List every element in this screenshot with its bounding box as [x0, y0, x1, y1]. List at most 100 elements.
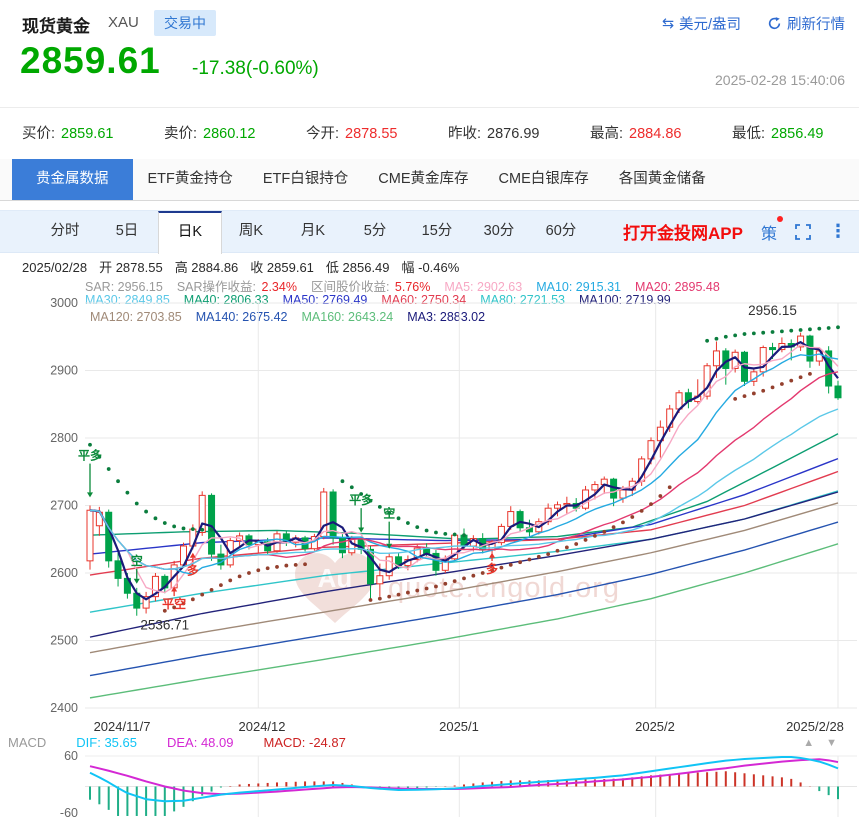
data-tab-2[interactable]: ETF黄金持仓	[147, 171, 233, 187]
quote-summary-row: 买价: 2859.61 卖价: 2860.12 今开: 2878.55 昨收: 2876.99…	[22, 122, 859, 143]
sar-dot	[181, 601, 186, 606]
sar-dot	[649, 502, 653, 507]
legend-item: DIF: 35.65	[76, 735, 137, 750]
sar-dot	[462, 576, 466, 581]
ma-line-MA10	[89, 353, 839, 575]
legend-item: 低 2856.49	[325, 260, 390, 275]
sar-dot	[237, 574, 242, 579]
sar-dot	[415, 525, 420, 529]
x-axis-label: 2025/1	[439, 719, 479, 734]
legend-item: 收 2859.61	[250, 260, 314, 275]
legend-item: SAR操作收益:	[176, 280, 260, 294]
unit-toggle-button[interactable]: ⇆ 美元/盎司	[662, 13, 741, 34]
legend-item: 2.34%	[261, 280, 297, 294]
period-tab-5日[interactable]: 5日	[115, 223, 139, 239]
fullscreen-button[interactable]	[795, 223, 811, 240]
data-tab-4[interactable]: CME黄金库存	[378, 171, 469, 187]
legend-item: MA160: 2643.24	[301, 310, 394, 324]
period-tab-周K[interactable]: 周K	[238, 223, 264, 239]
data-tab-1[interactable]: 贵金属数据	[12, 159, 133, 200]
legend-item: MA120: 2703.85	[90, 310, 182, 324]
sar-dot	[256, 568, 261, 573]
sar-dot	[293, 563, 298, 567]
sar-dot	[508, 563, 513, 567]
period-tab-60分[interactable]: 60分	[545, 223, 577, 239]
sar-dot	[200, 527, 205, 532]
sar-dot	[153, 516, 158, 521]
sar-dot	[733, 396, 738, 401]
open-app-link[interactable]: 打开金投网APP	[623, 224, 743, 243]
sar-dot	[247, 571, 251, 575]
sar-dot	[751, 391, 756, 396]
sar-dot	[798, 328, 803, 332]
ohlc-info-line: 2025/02/28 开 2878.55 高 2884.86 收 2859.61 低 2…	[22, 257, 471, 276]
svg-text:2500: 2500	[50, 634, 78, 648]
sar-dot	[368, 598, 373, 602]
period-tab-日K[interactable]: 日K	[158, 211, 222, 254]
quote-field: 买价: 2859.61	[22, 122, 164, 143]
instrument-name: 现货黄金	[22, 17, 90, 36]
sar-dot	[190, 597, 195, 602]
sar-dot	[630, 515, 635, 519]
ma-legend-line3: MA120: 2703.85 MA140: 2675.42 MA160: 2643.…	[90, 310, 499, 324]
period-tab-5分[interactable]: 5分	[363, 223, 387, 239]
sar-dot	[377, 504, 382, 509]
legend-item: SAR: 2956.15	[85, 280, 163, 294]
ma-line-MA140	[89, 521, 839, 677]
sar-dot	[303, 562, 307, 567]
quote-field-label: 昨收:	[448, 126, 482, 142]
sar-dot	[742, 394, 747, 399]
price-change: -17.38(-0.60%)	[192, 58, 319, 79]
ma-line-MA5	[89, 344, 839, 594]
strategy-button[interactable]: 策	[761, 215, 783, 244]
legend-item: DEA: 48.09	[166, 735, 234, 750]
period-tab-分时[interactable]: 分时	[50, 223, 80, 239]
sar-dot	[116, 479, 120, 484]
sar-dot	[443, 581, 448, 586]
sar-dot	[340, 479, 345, 484]
legend-item: 高 2884.86	[174, 260, 239, 275]
sar-dot	[658, 494, 663, 498]
legend-item: MA140: 2675.42	[195, 310, 288, 324]
legend-item: MACD: -24.87	[263, 735, 346, 750]
sar-dot	[209, 587, 214, 592]
sar-dot	[761, 330, 766, 335]
data-tab-5[interactable]: CME白银库存	[498, 171, 589, 187]
quote-field-value: 2884.86	[629, 126, 682, 142]
period-tab-15分[interactable]: 15分	[421, 223, 453, 239]
sar-dot	[434, 530, 438, 535]
sar-dot	[200, 592, 205, 597]
svg-text:2800: 2800	[50, 431, 78, 445]
refresh-icon	[768, 17, 781, 30]
sar-dot	[162, 521, 167, 525]
sar-dot	[611, 525, 616, 529]
sar-dot	[284, 563, 289, 568]
sar-dot	[424, 528, 429, 533]
header-divider	[0, 107, 859, 108]
sar-dot	[144, 509, 149, 514]
legend-item: 区间股价收益:	[310, 280, 393, 294]
sar-dot	[396, 592, 401, 597]
data-tab-6[interactable]: 各国黄金储备	[618, 171, 706, 187]
period-tab-月K[interactable]: 月K	[300, 223, 326, 239]
sar-dot	[349, 485, 354, 490]
sar-dot	[789, 328, 794, 333]
price-label: 2536.71	[140, 618, 189, 633]
legend-item: MACD	[8, 735, 47, 750]
swap-icon: ⇆	[661, 15, 674, 32]
sar-dot	[621, 520, 625, 525]
sar-dot	[452, 532, 457, 537]
more-menu-button[interactable]: ⋮	[829, 221, 847, 241]
quote-field-value: 2876.99	[487, 126, 540, 142]
svg-text:2600: 2600	[50, 566, 78, 580]
ma-line-MA160	[89, 543, 839, 699]
sar-dot	[742, 332, 747, 336]
data-tab-3[interactable]: ETF白银持仓	[262, 171, 349, 187]
sar-dot	[434, 584, 438, 589]
refresh-quotes-button[interactable]: 刷新行情	[767, 13, 845, 34]
sar-dot	[162, 608, 167, 613]
macd-scroll-arrows[interactable]: ▲▼	[803, 737, 849, 749]
period-tab-30分[interactable]: 30分	[483, 223, 515, 239]
